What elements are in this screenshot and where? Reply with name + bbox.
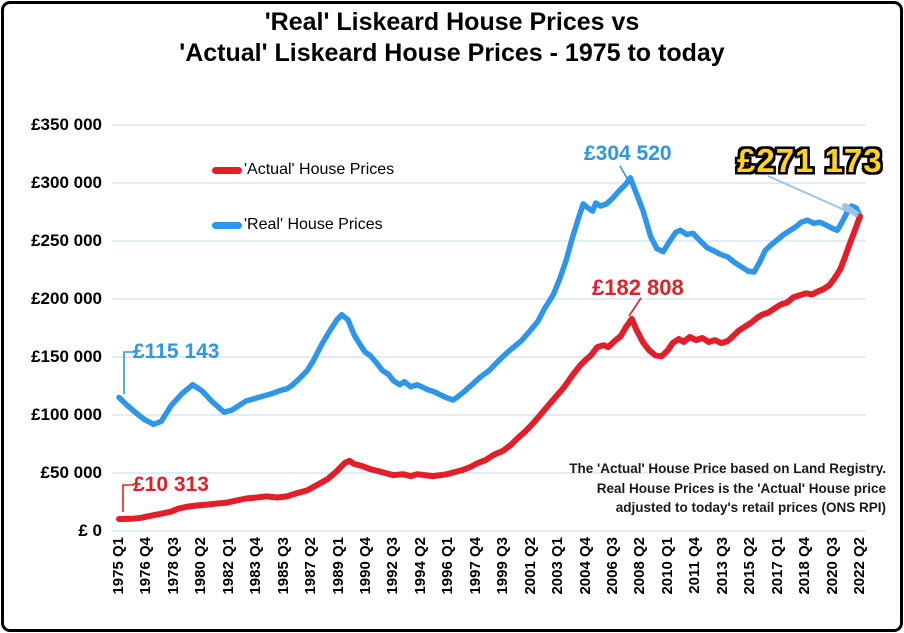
x-tick-label: 1990 Q4 [357, 537, 374, 595]
annotation-connector-today [767, 175, 859, 217]
x-tick-label: 1985 Q3 [274, 537, 292, 595]
y-tick-label: £150 000 [31, 347, 102, 366]
annotation-actual-peak: £182 808 [592, 275, 684, 300]
legend-swatch-real-icon [212, 221, 242, 229]
annotation-actual-start: £10 313 [133, 473, 209, 496]
y-tick-label: £250 000 [31, 231, 102, 250]
x-tick-label: 2017 Q1 [768, 537, 786, 595]
annotation-connector-real-start [123, 351, 135, 394]
legend-item-real: 'Real' House Prices [212, 216, 383, 234]
y-tick-label: £350 000 [31, 115, 102, 134]
x-tick-label: 1997 Q4 [466, 537, 484, 595]
annotation-connector-real-peak [619, 165, 629, 181]
x-tick-label: 2008 Q2 [631, 537, 649, 595]
annotation-connector-actual-start [122, 484, 134, 512]
y-tick-label: £50 000 [40, 463, 102, 482]
x-tick-label: 2003 Q1 [549, 537, 567, 595]
source-note-line1: The 'Actual' House Price based on Land R… [569, 461, 886, 476]
x-tick-label: 1983 Q4 [247, 537, 265, 595]
legend-item-actual: 'Actual' House Prices [212, 161, 394, 179]
x-tick-label: 2011 Q4 [686, 537, 704, 594]
annotation-real-peak: £304 520 [584, 142, 672, 165]
x-tick-label: 1978 Q3 [164, 537, 182, 595]
source-note: The 'Actual' House Price based on Land R… [569, 459, 886, 518]
x-tick-label: 2013 Q3 [713, 537, 731, 595]
x-tick-label: 1987 Q2 [302, 537, 320, 595]
legend-swatch-actual-icon [212, 166, 242, 174]
x-tick-label: 1999 Q3 [494, 537, 512, 595]
x-tick-label: 2022 Q2 [851, 537, 868, 595]
x-tick-label: 2018 Q4 [796, 537, 814, 595]
x-tick-label: 2020 Q3 [823, 537, 841, 595]
series-real-line [116, 175, 863, 428]
annotation-real-start: £115 143 [133, 340, 220, 363]
x-tick-label: 2001 Q2 [521, 537, 539, 595]
x-tick-label: 2015 Q2 [741, 537, 759, 595]
source-note-line3: adjusted to today's retail prices (ONS R… [615, 500, 886, 515]
y-tick-label: £ 0 [78, 521, 102, 540]
chart-title-line1: 'Real' Liskeard House Prices vs [264, 8, 640, 36]
x-tick-label: 1996 Q1 [439, 537, 457, 595]
series-actual-line [116, 213, 863, 522]
x-tick-label: 1982 Q1 [219, 537, 237, 595]
x-tick-label: 1992 Q3 [384, 537, 402, 595]
x-tick-label: 1980 Q2 [192, 537, 210, 595]
x-tick-label: 2006 Q3 [604, 537, 621, 595]
source-note-line2: Real House Prices is the 'Actual' House … [596, 480, 886, 496]
annotation-connector-actual-peak [628, 297, 642, 317]
legend-label-actual: 'Actual' House Prices [244, 161, 395, 178]
chart-title-line2: 'Actual' Liskeard House Prices - 1975 to… [179, 39, 725, 67]
annotation-today: £271 173 [737, 142, 883, 179]
x-tick-label: 1989 Q1 [329, 537, 347, 595]
legend-label-real: 'Real' House Prices [244, 216, 383, 233]
x-tick-label: 1994 Q2 [411, 537, 429, 595]
chart-title: 'Real' Liskeard House Prices vs 'Actual'… [0, 7, 904, 69]
y-tick-label: £200 000 [31, 289, 102, 308]
y-tick-label: £300 000 [31, 173, 102, 192]
x-tick-label: 2004 Q4 [576, 537, 594, 595]
y-tick-label: £100 000 [31, 405, 102, 424]
x-tick-label: 1975 Q1 [110, 537, 127, 595]
x-tick-label: 1976 Q4 [137, 537, 155, 595]
x-tick-label: 2010 Q1 [658, 537, 676, 595]
